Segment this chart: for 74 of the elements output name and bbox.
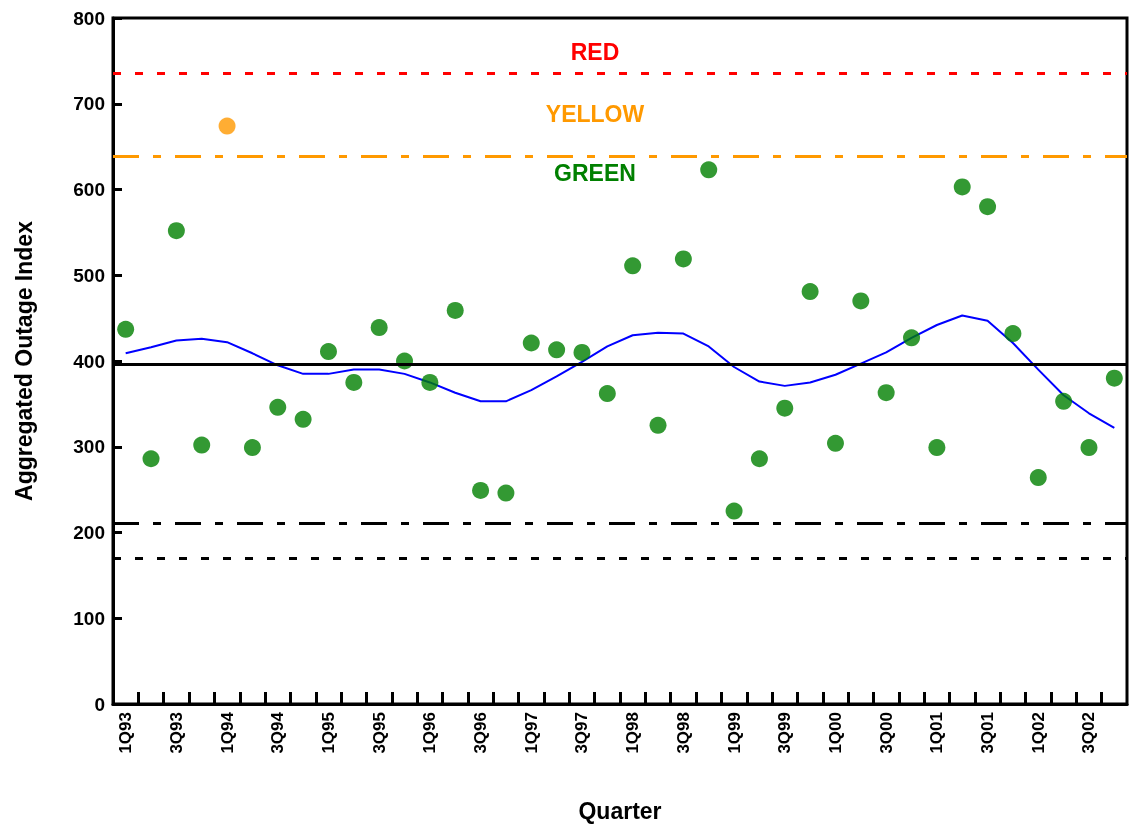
- point: [117, 320, 135, 338]
- point: [370, 319, 388, 337]
- y-tick-label: 500: [73, 264, 105, 286]
- x-tick-label: 1Q97: [521, 712, 541, 754]
- point: [243, 439, 261, 457]
- point: [598, 385, 616, 403]
- y-tick-label: 800: [73, 7, 105, 29]
- y-tick-label: 300: [73, 436, 105, 458]
- point: [1080, 439, 1098, 457]
- y-tick-label: 600: [73, 179, 105, 200]
- point: [1105, 369, 1123, 387]
- x-tick-label: 3Q00: [876, 712, 896, 754]
- line-series: [124, 314, 1116, 429]
- point: [294, 410, 312, 428]
- point: [776, 399, 794, 417]
- x-tick-label: 3Q93: [166, 712, 186, 754]
- point: [750, 450, 768, 468]
- x-tick-label: 1Q99: [724, 712, 744, 754]
- x-tick-label: 3Q94: [268, 711, 288, 754]
- x-tick-label: 1Q95: [318, 712, 338, 754]
- point: [269, 398, 287, 416]
- x-tick-label: 3Q97: [572, 712, 592, 754]
- point: [877, 384, 895, 402]
- point: [928, 439, 946, 457]
- point: [725, 502, 743, 520]
- x-tick-label: 3Q02: [1079, 712, 1099, 754]
- x-axis-title: Quarter: [578, 797, 662, 824]
- point: [142, 450, 160, 468]
- point: [826, 434, 844, 452]
- y-tick-label: 100: [73, 607, 105, 629]
- point: [801, 283, 819, 301]
- x-tick-label: 3Q99: [775, 712, 795, 754]
- point: [700, 161, 718, 179]
- point: [472, 481, 490, 499]
- y-tick-label: 0: [94, 693, 105, 715]
- x-tick-label: 3Q01: [978, 712, 998, 754]
- point: [193, 436, 211, 454]
- point: [497, 484, 515, 502]
- y-axis-title: Aggregated Outage Index: [10, 220, 37, 501]
- point: [167, 222, 185, 240]
- x-tick-label: 1Q02: [1028, 712, 1048, 754]
- point: [548, 341, 566, 359]
- point: [1055, 392, 1073, 410]
- annotation: RED: [570, 39, 620, 65]
- x-tick-label: 3Q96: [471, 712, 491, 754]
- point: [649, 416, 667, 434]
- x-tick-label: 1Q93: [116, 712, 136, 754]
- point: [218, 117, 236, 135]
- point: [573, 343, 591, 361]
- point: [852, 292, 870, 310]
- point: [979, 198, 997, 216]
- point: [953, 178, 971, 196]
- point: [1029, 469, 1047, 487]
- annotation: GREEN: [554, 160, 636, 186]
- point: [624, 257, 642, 275]
- y-tick-label: 700: [73, 93, 105, 115]
- x-tick-label: 1Q01: [927, 712, 947, 754]
- x-tick-label: 1Q98: [623, 712, 643, 754]
- point: [1004, 325, 1022, 343]
- annotation: YELLOW: [545, 101, 645, 127]
- x-tick-label: 1Q96: [420, 712, 440, 754]
- x-tick-label: 1Q94: [217, 711, 237, 754]
- x-tick-label: 1Q00: [825, 712, 845, 754]
- point: [345, 373, 363, 391]
- point: [674, 250, 692, 268]
- point: [522, 334, 540, 352]
- y-tick-label: 200: [73, 522, 105, 543]
- x-tick-label: 3Q98: [673, 712, 693, 754]
- x-tick-label: 3Q95: [369, 712, 389, 754]
- y-tick-label: 400: [73, 350, 105, 372]
- point: [421, 373, 439, 391]
- point: [446, 301, 464, 319]
- point: [319, 343, 337, 361]
- point: [903, 329, 921, 347]
